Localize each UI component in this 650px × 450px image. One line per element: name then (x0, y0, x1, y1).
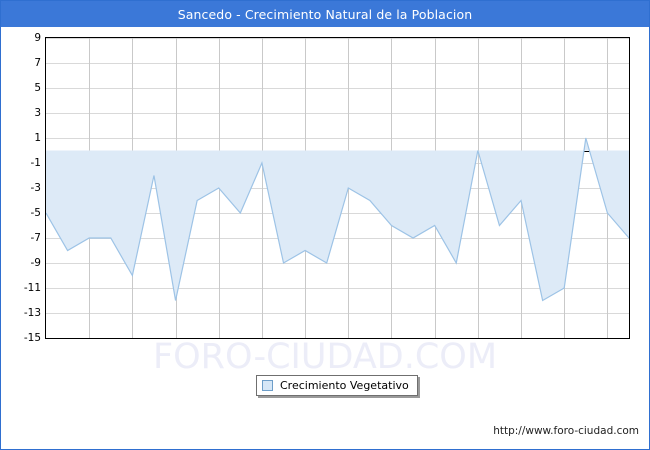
y-tick-label: -15 (23, 332, 41, 344)
gridline-vertical (477, 38, 479, 338)
y-tick-label: -3 (30, 182, 41, 194)
y-tick-label: -11 (23, 282, 41, 294)
watermark: FORO-CIUDAD.COM (152, 337, 498, 377)
series-area-fill (46, 138, 629, 301)
chart-legend[interactable]: Crecimiento Vegetativo (256, 375, 418, 396)
page-title: Sancedo - Crecimiento Natural de la Pobl… (177, 6, 473, 22)
window-title-bar: Sancedo - Crecimiento Natural de la Pobl… (1, 1, 649, 27)
gridline-horizontal (46, 288, 629, 289)
legend-label-crecimiento-vegetativo: Crecimiento Vegetativo (280, 379, 409, 392)
y-tick-label: 9 (34, 32, 41, 44)
y-tick-label: -5 (30, 207, 41, 219)
y-tick-label: 5 (34, 82, 41, 94)
gridline-horizontal (46, 238, 629, 239)
y-tick-label: 7 (34, 57, 41, 69)
gridline-horizontal (46, 313, 629, 314)
gridline-vertical (261, 38, 263, 338)
gridline-horizontal (46, 88, 629, 89)
gridline-horizontal (46, 338, 629, 339)
y-tick-label: 1 (34, 132, 41, 144)
legend-swatch-crecimiento-vegetativo (262, 380, 273, 391)
plot-area (45, 37, 630, 339)
y-axis-labels: 9 7 5 3 1 -1 -3 -5 -7 -9 -11 -13 -15 (1, 32, 41, 344)
y-tick-label: 3 (34, 107, 41, 119)
gridline-horizontal (46, 263, 629, 264)
gridline-horizontal (46, 63, 629, 64)
series-crecimiento-vegetativo (46, 137, 629, 302)
footer-url: http://www.foro-ciudad.com (493, 425, 639, 437)
y-tick-label: -13 (23, 307, 41, 319)
y-tick-label: -7 (30, 232, 41, 244)
series-line (46, 137, 629, 302)
y-tick-label: -1 (30, 157, 41, 169)
y-tick-label: -9 (30, 257, 41, 269)
gridline-horizontal (46, 138, 629, 139)
gridline-horizontal (46, 38, 629, 39)
gridline-horizontal (46, 113, 629, 114)
